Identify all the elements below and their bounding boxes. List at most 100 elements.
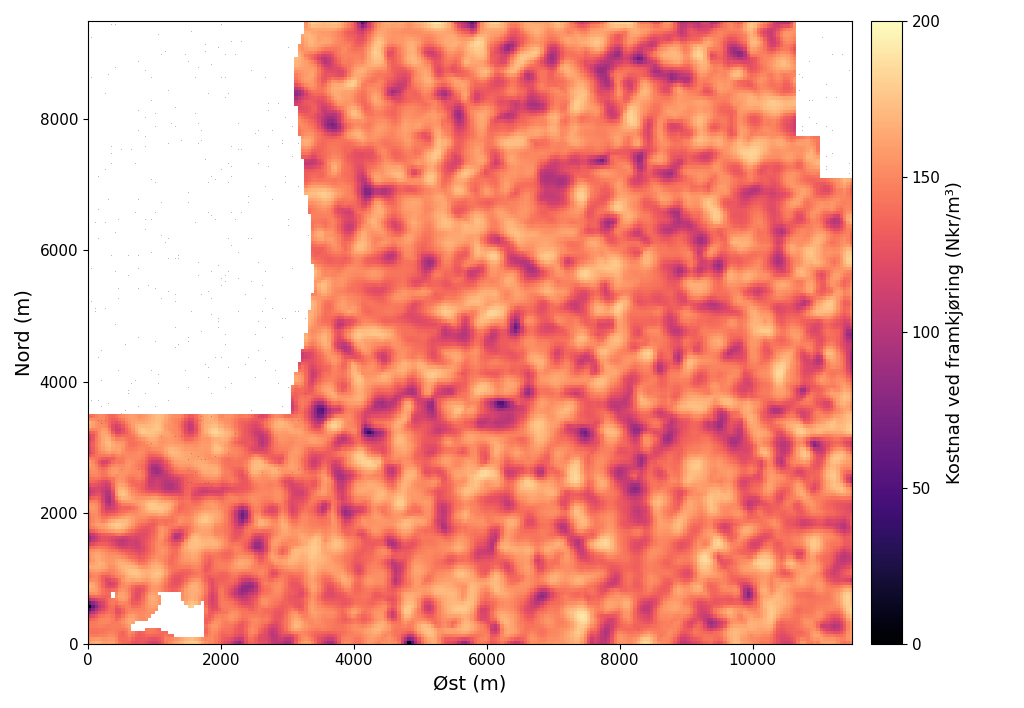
Point: [284, 467, 300, 478]
Point: [86, 302, 102, 314]
Point: [280, 381, 296, 392]
Point: [210, 312, 226, 323]
Point: [140, 464, 157, 475]
Point: [150, 368, 166, 379]
Point: [189, 118, 206, 129]
Point: [167, 289, 183, 300]
Y-axis label: Nord (m): Nord (m): [15, 289, 34, 376]
Point: [96, 414, 113, 426]
Point: [186, 108, 203, 119]
Point: [176, 48, 193, 59]
Point: [841, 167, 857, 178]
Point: [83, 263, 99, 274]
Point: [276, 476, 293, 488]
Point: [143, 467, 160, 478]
Point: [207, 173, 223, 185]
Point: [795, 72, 811, 83]
Point: [230, 246, 247, 257]
Point: [180, 476, 197, 488]
Point: [284, 414, 300, 426]
Point: [80, 319, 96, 330]
Point: [160, 394, 176, 406]
Point: [244, 275, 260, 287]
Point: [263, 302, 280, 314]
Point: [827, 91, 844, 103]
Point: [801, 55, 817, 67]
Point: [844, 170, 860, 181]
Point: [217, 91, 233, 103]
Point: [194, 124, 210, 135]
Point: [154, 229, 170, 241]
Point: [203, 266, 219, 277]
Point: [233, 144, 250, 155]
Point: [120, 249, 136, 261]
Point: [176, 365, 193, 376]
Point: [240, 351, 256, 362]
Point: [220, 454, 237, 465]
Point: [186, 72, 203, 83]
Point: [106, 226, 123, 237]
Point: [290, 180, 306, 191]
Point: [284, 121, 300, 132]
Point: [226, 48, 243, 59]
Point: [143, 213, 160, 224]
Point: [237, 358, 253, 370]
Point: [136, 213, 153, 224]
Point: [244, 404, 260, 416]
Point: [233, 207, 250, 218]
Point: [113, 464, 129, 475]
Point: [270, 464, 287, 475]
Point: [307, 384, 324, 396]
Point: [203, 58, 219, 69]
Point: [273, 137, 290, 149]
Point: [817, 91, 834, 103]
Point: [253, 279, 269, 290]
Point: [210, 321, 226, 333]
Point: [143, 72, 160, 83]
Point: [213, 164, 229, 175]
Point: [180, 464, 197, 475]
Point: [197, 476, 213, 488]
Point: [83, 295, 99, 307]
Point: [83, 447, 99, 458]
Point: [284, 263, 300, 274]
Point: [90, 203, 106, 215]
Point: [220, 447, 237, 458]
Point: [841, 157, 857, 169]
Point: [126, 157, 142, 169]
Point: [237, 289, 253, 300]
Point: [203, 480, 219, 491]
Point: [146, 470, 163, 481]
Point: [136, 64, 153, 76]
Point: [197, 358, 213, 370]
Point: [120, 384, 136, 396]
Point: [290, 137, 306, 149]
Point: [250, 157, 266, 169]
Point: [244, 64, 260, 76]
Point: [217, 48, 233, 59]
Point: [117, 404, 133, 416]
Point: [814, 32, 830, 43]
Point: [194, 414, 210, 426]
Point: [154, 430, 170, 442]
X-axis label: Øst (m): Øst (m): [433, 674, 507, 693]
Point: [817, 150, 834, 161]
Point: [270, 98, 287, 109]
Point: [220, 177, 237, 188]
Point: [253, 467, 269, 478]
Point: [257, 355, 273, 366]
Point: [99, 68, 116, 79]
Point: [146, 177, 163, 188]
Point: [203, 292, 219, 304]
Point: [117, 338, 133, 350]
Point: [217, 329, 233, 340]
Point: [136, 388, 153, 399]
Point: [804, 94, 820, 105]
Point: [276, 177, 293, 188]
Point: [260, 141, 276, 152]
Point: [106, 421, 123, 432]
Point: [203, 309, 219, 320]
Point: [240, 467, 256, 478]
Point: [247, 371, 263, 382]
Point: [280, 219, 296, 231]
